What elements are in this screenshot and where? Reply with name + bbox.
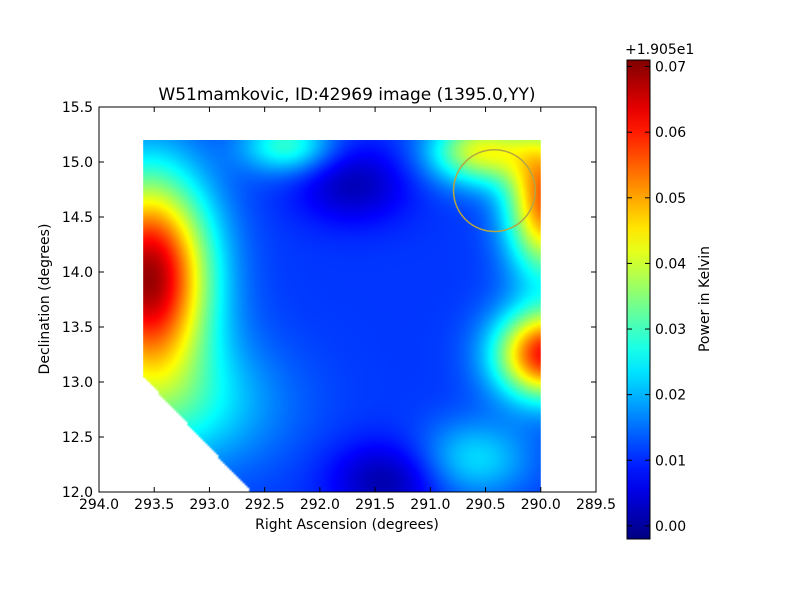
x-tick-label: 293.0 <box>189 497 229 513</box>
y-tick-label: 12.5 <box>62 430 93 446</box>
colorbar-tick-label: 0.04 <box>655 256 686 272</box>
overlay-circle <box>452 148 537 233</box>
colorbar-tick-label: 0.07 <box>655 60 686 76</box>
y-tick-label: 15.0 <box>62 155 93 171</box>
x-tick-label: 291.0 <box>410 497 450 513</box>
y-tick-label: 14.0 <box>62 265 93 281</box>
colorbar-tick-label: 0.06 <box>655 125 686 141</box>
colorbar-tick-label: 0.05 <box>655 191 686 207</box>
x-tick-label: 290.5 <box>466 497 506 513</box>
x-axis-ticks: 294.0 293.5 293.0 292.5 292.0 291.5 291.0 290.5… <box>79 107 616 513</box>
y-tick-label: 14.5 <box>62 210 93 226</box>
x-tick-label: 291.5 <box>355 497 395 513</box>
y-tick-label: 15.5 <box>62 100 93 116</box>
colorbar: 0.00 0.01 0.02 0.03 0.04 0.05 0.06 0.07 +1.905e… <box>625 42 713 540</box>
colorbar-tick-label: 0.01 <box>655 453 686 469</box>
x-tick-label: 292.0 <box>300 497 340 513</box>
x-tick-label: 289.5 <box>576 497 616 513</box>
heatmap-image <box>143 140 541 492</box>
y-tick-label: 13.5 <box>62 320 93 336</box>
plot-area: 294.0 293.5 293.0 292.5 292.0 291.5 291.0 290.5… <box>62 100 616 513</box>
colorbar-tick-label: 0.00 <box>655 519 686 535</box>
x-tick-label: 293.5 <box>134 497 174 513</box>
x-axis-label: Right Ascension (degrees) <box>255 517 439 533</box>
colorbar-label: Power in Kelvin <box>697 246 713 352</box>
y-tick-label: 12.0 <box>62 485 93 501</box>
colorbar-ticks: 0.00 0.01 0.02 0.03 0.04 0.05 0.06 0.07 <box>627 60 686 535</box>
x-tick-label: 292.5 <box>245 497 285 513</box>
x-tick-label: 294.0 <box>79 497 119 513</box>
colorbar-offset-text: +1.905e1 <box>625 42 694 58</box>
colorbar-tick-label: 0.02 <box>655 388 686 404</box>
y-tick-label: 13.0 <box>62 375 93 391</box>
y-axis-label: Declination (degrees) <box>37 224 53 375</box>
y-axis-ticks: 12.0 12.5 13.0 13.5 14.0 14.5 15.0 15.5 <box>62 100 596 501</box>
colorbar-fill <box>627 60 650 539</box>
colorbar-tick-label: 0.03 <box>655 322 686 338</box>
colorbar-frame <box>626 59 651 540</box>
chart-title: W51mamkovic, ID:42969 image (1395.0,YY) <box>158 85 535 105</box>
plot-frame <box>98 106 597 493</box>
x-tick-label: 290.0 <box>521 497 561 513</box>
